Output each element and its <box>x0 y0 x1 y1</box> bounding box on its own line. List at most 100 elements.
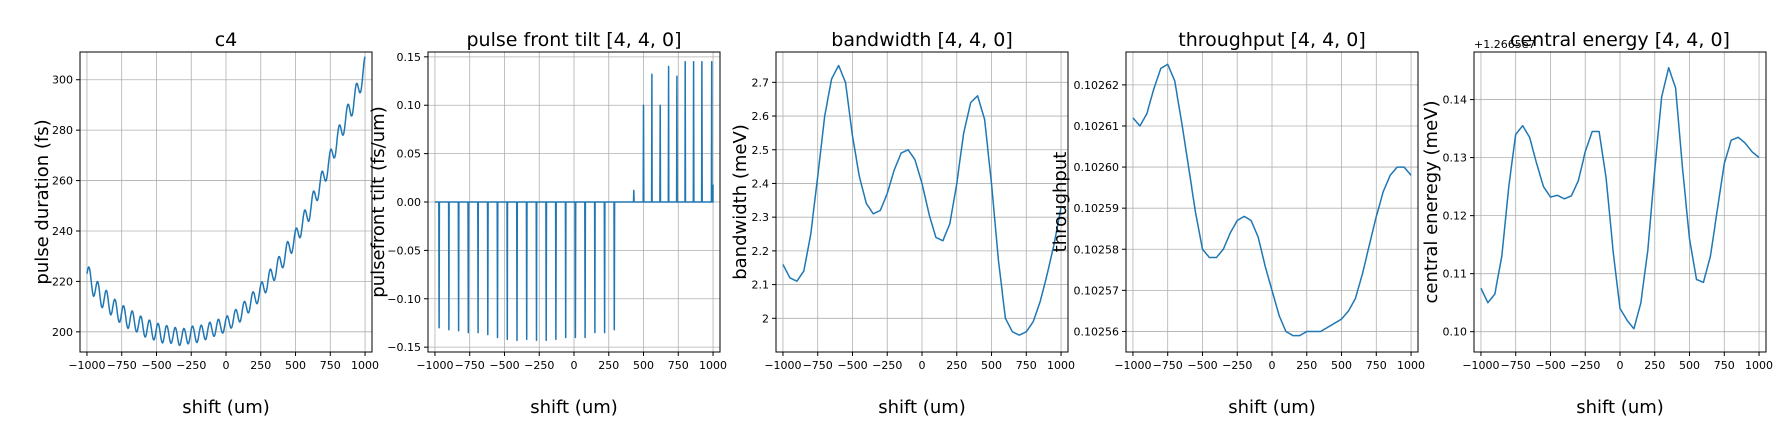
x-tick-label: −1000 <box>1462 359 1499 372</box>
x-tick-label: −500 <box>837 359 867 372</box>
x-tick-label: 500 <box>981 359 1002 372</box>
y-tick-label: 0.10260 <box>1074 161 1120 174</box>
ticks: −1000 −750 −500 −250 0 250 500 750 1000 200 220 240… <box>52 74 379 372</box>
x-tick-label: 750 <box>320 359 341 372</box>
x-tick-label: −1000 <box>764 359 801 372</box>
x-tick-label: 500 <box>1679 359 1700 372</box>
panel-pulse-front-tilt: pulse front tilt [4, 4, 0] shift (um) pu… <box>368 29 727 418</box>
panel-throughput: throughput [4, 4, 0] shift (um) throughp… <box>1050 29 1425 418</box>
y-tick-label: 0.10261 <box>1074 120 1120 133</box>
x-tick-label: 1000 <box>1745 359 1773 372</box>
y-tick-label: −0.15 <box>387 341 421 354</box>
plot-frame <box>79 51 373 353</box>
x-tick-label: 750 <box>1366 359 1387 372</box>
x-tick-label: −500 <box>489 359 519 372</box>
x-tick-label: 0 <box>223 359 230 372</box>
y-tick-label: 300 <box>52 74 73 87</box>
x-tick-label: −500 <box>141 359 171 372</box>
x-tick-label: 1000 <box>351 359 379 372</box>
panel-central-energy: central energy [4, 4, 0] shift (um) cent… <box>1421 29 1773 418</box>
y-axis-label: throughput <box>1050 152 1071 253</box>
x-tick-label: 250 <box>1644 359 1665 372</box>
panel-title: bandwidth [4, 4, 0] <box>831 29 1012 51</box>
y-tick-label: 0.13 <box>1443 152 1468 165</box>
y-tick-label: 2.2 <box>752 245 770 258</box>
x-tick-label: −1000 <box>1114 359 1151 372</box>
y-tick-label: 0.10257 <box>1074 284 1120 297</box>
y-tick-label: 0.11 <box>1443 268 1468 281</box>
panel-title: throughput [4, 4, 0] <box>1178 29 1366 51</box>
ticks: −1000 −750 −500 −250 0 250 500 750 1000 0.10 0.11 0… <box>1443 94 1774 372</box>
ticks: −1000 −750 −500 −250 0 250 500 750 1000 −0.15 −0.1… <box>387 51 727 372</box>
panel-bandwidth: bandwidth [4, 4, 0] shift (um) bandwidth… <box>730 29 1075 418</box>
ticks: −1000 −750 −500 −250 0 250 500 750 1000 2 2.1 2.2 2.… <box>752 76 1076 372</box>
x-tick-label: 250 <box>946 359 967 372</box>
grid <box>80 52 372 352</box>
y-tick-label: 2.7 <box>752 76 770 89</box>
x-tick-label: −1000 <box>68 359 105 372</box>
y-tick-label: 2.1 <box>752 279 770 292</box>
y-tick-label: 2.4 <box>752 177 770 190</box>
y-tick-label: 0.15 <box>397 51 422 64</box>
x-tick-label: −750 <box>803 359 833 372</box>
x-tick-label: 750 <box>668 359 689 372</box>
plot-frame <box>427 51 721 353</box>
x-tick-label: −750 <box>1501 359 1531 372</box>
grid <box>776 52 1068 352</box>
x-tick-label: −1000 <box>416 359 453 372</box>
data-line <box>1132 63 1412 337</box>
x-tick-label: 250 <box>598 359 619 372</box>
x-tick-label: −500 <box>1187 359 1217 372</box>
x-tick-label: 0 <box>1617 359 1624 372</box>
x-tick-label: −250 <box>872 359 902 372</box>
y-tick-label: 0.00 <box>397 196 422 209</box>
plot-frame <box>1473 51 1767 353</box>
x-tick-label: −250 <box>176 359 206 372</box>
y-tick-label: 0.14 <box>1443 94 1468 107</box>
x-tick-label: 750 <box>1714 359 1735 372</box>
x-tick-label: 0 <box>919 359 926 372</box>
plot-frame <box>1125 51 1419 353</box>
plot-frame <box>775 51 1069 353</box>
x-axis-label: shift (um) <box>530 397 618 418</box>
y-tick-label: 0.10258 <box>1074 243 1120 256</box>
y-tick-label: 0.10262 <box>1074 79 1120 92</box>
x-tick-label: −250 <box>524 359 554 372</box>
data-line <box>435 60 714 342</box>
x-tick-label: 1000 <box>1397 359 1425 372</box>
y-tick-label: 2.3 <box>752 211 770 224</box>
y-tick-label: 200 <box>52 326 73 339</box>
data-line <box>1480 66 1760 330</box>
panel-pulse-duration: c4 shift (um) pulse duration (fs) −1000−… <box>32 29 379 418</box>
x-tick-label: 500 <box>1331 359 1352 372</box>
y-tick-label: 0.10 <box>1443 326 1468 339</box>
y-offset-text: +1.2665e7 <box>1474 38 1535 51</box>
x-tick-label: −750 <box>455 359 485 372</box>
y-tick-label: 2 <box>762 312 769 325</box>
x-tick-label: 250 <box>1296 359 1317 372</box>
y-tick-label: 260 <box>52 175 73 188</box>
y-tick-label: 2.5 <box>752 144 770 157</box>
y-tick-label: 0.05 <box>397 148 422 161</box>
y-tick-label: 0.10259 <box>1074 202 1120 215</box>
y-tick-label: 220 <box>52 275 73 288</box>
x-tick-label: 1000 <box>699 359 727 372</box>
data-line <box>782 64 1062 336</box>
y-tick-label: 280 <box>52 124 73 137</box>
y-axis-label: central eneregy (meV) <box>1421 101 1442 304</box>
x-tick-label: −250 <box>1570 359 1600 372</box>
x-tick-label: 1000 <box>1047 359 1075 372</box>
x-axis-label: shift (um) <box>878 397 966 418</box>
x-tick-label: 500 <box>285 359 306 372</box>
x-tick-label: −250 <box>1222 359 1252 372</box>
grid <box>1474 52 1766 352</box>
y-tick-label: 0.12 <box>1443 210 1468 223</box>
y-tick-label: −0.05 <box>387 244 421 257</box>
panel-title: pulse front tilt [4, 4, 0] <box>467 29 682 51</box>
panel-title: c4 <box>215 29 238 51</box>
y-tick-label: −0.10 <box>387 293 421 306</box>
x-axis-label: shift (um) <box>182 397 270 418</box>
y-tick-label: 0.10 <box>397 99 422 112</box>
grid <box>1126 52 1418 352</box>
